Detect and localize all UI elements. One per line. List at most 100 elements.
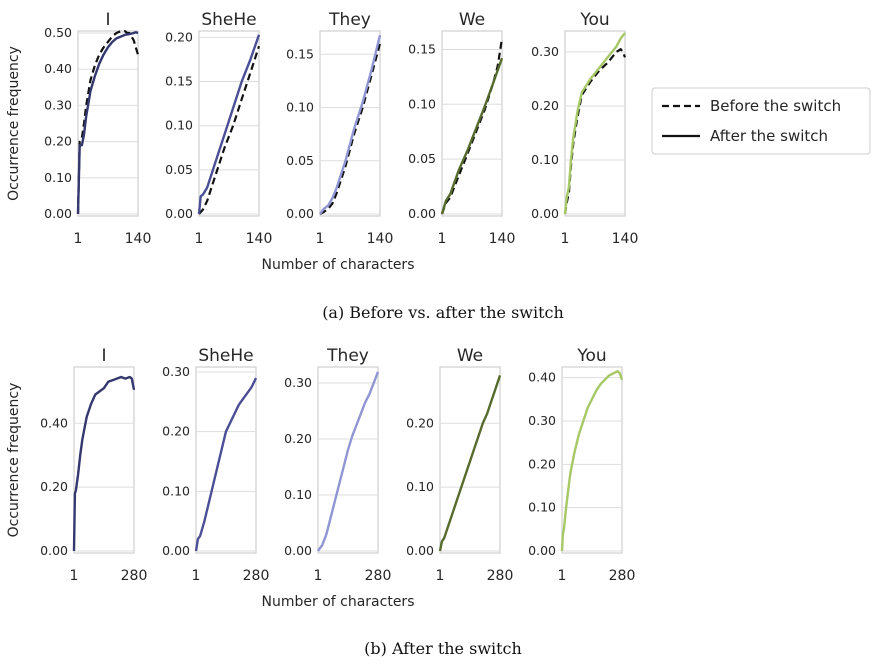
y-tick-label: 0.00 bbox=[165, 206, 193, 221]
legend-frame bbox=[651, 87, 871, 155]
panel-we-a: 0.00 0.05 0.10 0.15 1 140 We bbox=[408, 10, 515, 247]
caption-a: (a) Before vs. after the switch bbox=[322, 303, 564, 322]
y-tick-label: 0.05 bbox=[165, 162, 193, 177]
y-tick-label: 0.30 bbox=[528, 413, 556, 428]
panel-title: They bbox=[326, 346, 369, 366]
series-before-line bbox=[440, 38, 504, 215]
x-tick-label: 140 bbox=[125, 231, 152, 247]
panel-frame bbox=[439, 366, 501, 554]
caption-b: (b) After the switch bbox=[364, 639, 522, 658]
x-tick-label: 1 bbox=[195, 231, 204, 247]
x-tick-label: 280 bbox=[243, 568, 270, 584]
x-tick-label: 280 bbox=[121, 568, 148, 584]
y-tick-label: 0.10 bbox=[162, 483, 190, 498]
panel-title: SheHe bbox=[198, 346, 253, 366]
x-tick-label: 280 bbox=[609, 568, 636, 584]
panel-title: SheHe bbox=[201, 10, 256, 30]
y-tick-label: 0.00 bbox=[40, 543, 68, 558]
chart-after-switch: 0.00 0.20 0.40 1 280 I 0.00 0.10 0.20 0.30 1 280 She… bbox=[6, 346, 635, 610]
y-tick-label: 0.20 bbox=[44, 134, 72, 149]
y-tick-label: 0.20 bbox=[284, 431, 312, 446]
x-tick-label: 1 bbox=[70, 568, 79, 584]
series-before-line bbox=[319, 43, 382, 215]
x-tick-label: 1 bbox=[438, 231, 447, 247]
chart-before-vs-after: 0.00 0.10 0.20 0.30 0.40 0.50 1 140 I 0.00 0.05 0.1… bbox=[6, 10, 638, 273]
y-tick-label: 0.10 bbox=[531, 152, 559, 167]
series-after-line bbox=[76, 31, 139, 215]
x-tick-label: 280 bbox=[487, 568, 514, 584]
y-tick-label: 0.00 bbox=[162, 543, 190, 558]
panel-they-a: 0.00 0.05 0.10 0.15 1 140 They bbox=[286, 10, 393, 247]
y-tick-label: 0.30 bbox=[531, 44, 559, 59]
x-tick-label: 140 bbox=[246, 231, 273, 247]
series-before-line bbox=[198, 45, 261, 215]
panel-frame bbox=[198, 30, 260, 217]
y-tick-label: 0.15 bbox=[408, 41, 436, 56]
y-tick-label: 0.30 bbox=[44, 97, 72, 112]
series-after-line bbox=[560, 370, 624, 552]
panel-title: You bbox=[576, 346, 606, 366]
y-tick-label: 0.10 bbox=[286, 100, 314, 115]
y-axis-label: Occurrence frequency bbox=[6, 46, 22, 201]
y-tick-label: 0.15 bbox=[286, 46, 314, 61]
y-tick-label: 0.10 bbox=[44, 170, 72, 185]
y-tick-label: 0.40 bbox=[528, 370, 556, 385]
y-tick-label: 0.10 bbox=[528, 500, 556, 515]
y-tick-label: 0.00 bbox=[531, 206, 559, 221]
panel-shehe-b: 0.00 0.10 0.20 0.30 1 280 SheHe bbox=[162, 346, 269, 584]
y-tick-label: 0.00 bbox=[44, 206, 72, 221]
y-tick-label: 0.10 bbox=[165, 118, 193, 133]
x-tick-label: 1 bbox=[74, 231, 83, 247]
legend: Before the switch After the switch bbox=[651, 87, 871, 155]
series-after-line bbox=[319, 34, 382, 215]
y-tick-label: 0.00 bbox=[286, 206, 314, 221]
y-tick-label: 0.30 bbox=[162, 364, 190, 379]
panel-frame bbox=[441, 30, 503, 217]
legend-after-label: After the switch bbox=[710, 127, 828, 145]
y-tick-label: 0.40 bbox=[40, 415, 68, 430]
x-axis-label: Number of characters bbox=[262, 257, 415, 273]
y-tick-label: 0.00 bbox=[408, 206, 436, 221]
y-tick-label: 0.20 bbox=[40, 479, 68, 494]
x-tick-label: 140 bbox=[367, 231, 394, 247]
panel-you-a: 0.00 0.10 0.20 0.30 1 140 You bbox=[531, 10, 638, 247]
panel-title: You bbox=[579, 10, 609, 30]
y-tick-label: 0.20 bbox=[165, 29, 193, 44]
panel-frame bbox=[73, 366, 135, 554]
y-tick-label: 0.05 bbox=[408, 151, 436, 166]
panel-title: We bbox=[457, 346, 483, 366]
x-tick-label: 280 bbox=[365, 568, 392, 584]
panel-you-b: 0.00 0.10 0.20 0.30 0.40 1 280 You bbox=[528, 346, 635, 584]
y-axis-label: Occurrence frequency bbox=[6, 383, 22, 538]
y-tick-label: 0.10 bbox=[284, 487, 312, 502]
panel-we-b: 0.00 0.10 0.20 1 280 We bbox=[406, 346, 513, 584]
series-after-line bbox=[317, 371, 380, 552]
series-before-line bbox=[76, 30, 140, 215]
series-after-line bbox=[438, 375, 502, 552]
y-tick-label: 0.15 bbox=[165, 74, 193, 89]
panel-frame bbox=[195, 366, 257, 554]
panel-frame bbox=[561, 366, 623, 554]
panel-shehe-a: 0.00 0.05 0.10 0.15 0.20 1 140 SheHe bbox=[165, 10, 272, 247]
panel-frame bbox=[317, 366, 379, 554]
x-tick-label: 1 bbox=[561, 231, 570, 247]
y-tick-label: 0.00 bbox=[528, 543, 556, 558]
y-tick-label: 0.50 bbox=[44, 25, 72, 40]
panel-frame bbox=[77, 30, 139, 217]
panel-i-b: 0.00 0.20 0.40 1 280 I bbox=[40, 346, 147, 584]
x-tick-label: 140 bbox=[612, 231, 639, 247]
x-tick-label: 1 bbox=[316, 231, 325, 247]
x-tick-label: 1 bbox=[314, 568, 323, 584]
series-after-line bbox=[72, 375, 136, 552]
y-tick-label: 0.10 bbox=[406, 479, 434, 494]
y-tick-label: 0.00 bbox=[284, 543, 312, 558]
y-tick-label: 0.20 bbox=[162, 424, 190, 439]
x-tick-label: 1 bbox=[192, 568, 201, 584]
y-tick-label: 0.05 bbox=[286, 153, 314, 168]
x-tick-label: 1 bbox=[436, 568, 445, 584]
x-tick-label: 140 bbox=[489, 231, 516, 247]
x-tick-label: 1 bbox=[558, 568, 567, 584]
legend-before-label: Before the switch bbox=[710, 97, 841, 115]
series-after-line bbox=[197, 34, 261, 215]
